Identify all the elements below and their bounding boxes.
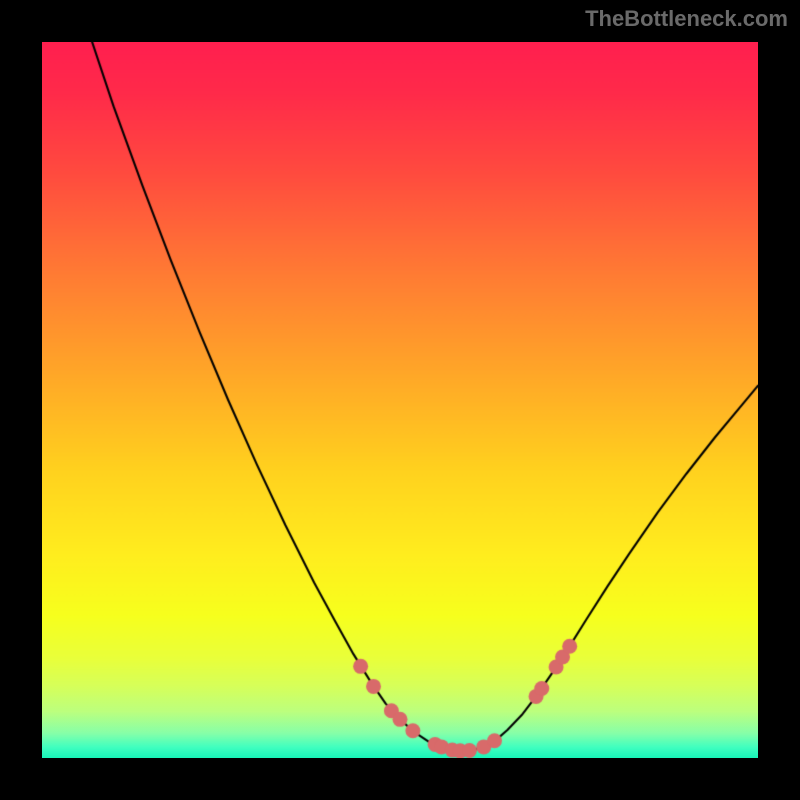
plot-area: [42, 42, 758, 758]
data-point-markers: [42, 42, 758, 758]
watermark-text: TheBottleneck.com: [585, 6, 788, 32]
chart-stage: TheBottleneck.com: [0, 0, 800, 800]
